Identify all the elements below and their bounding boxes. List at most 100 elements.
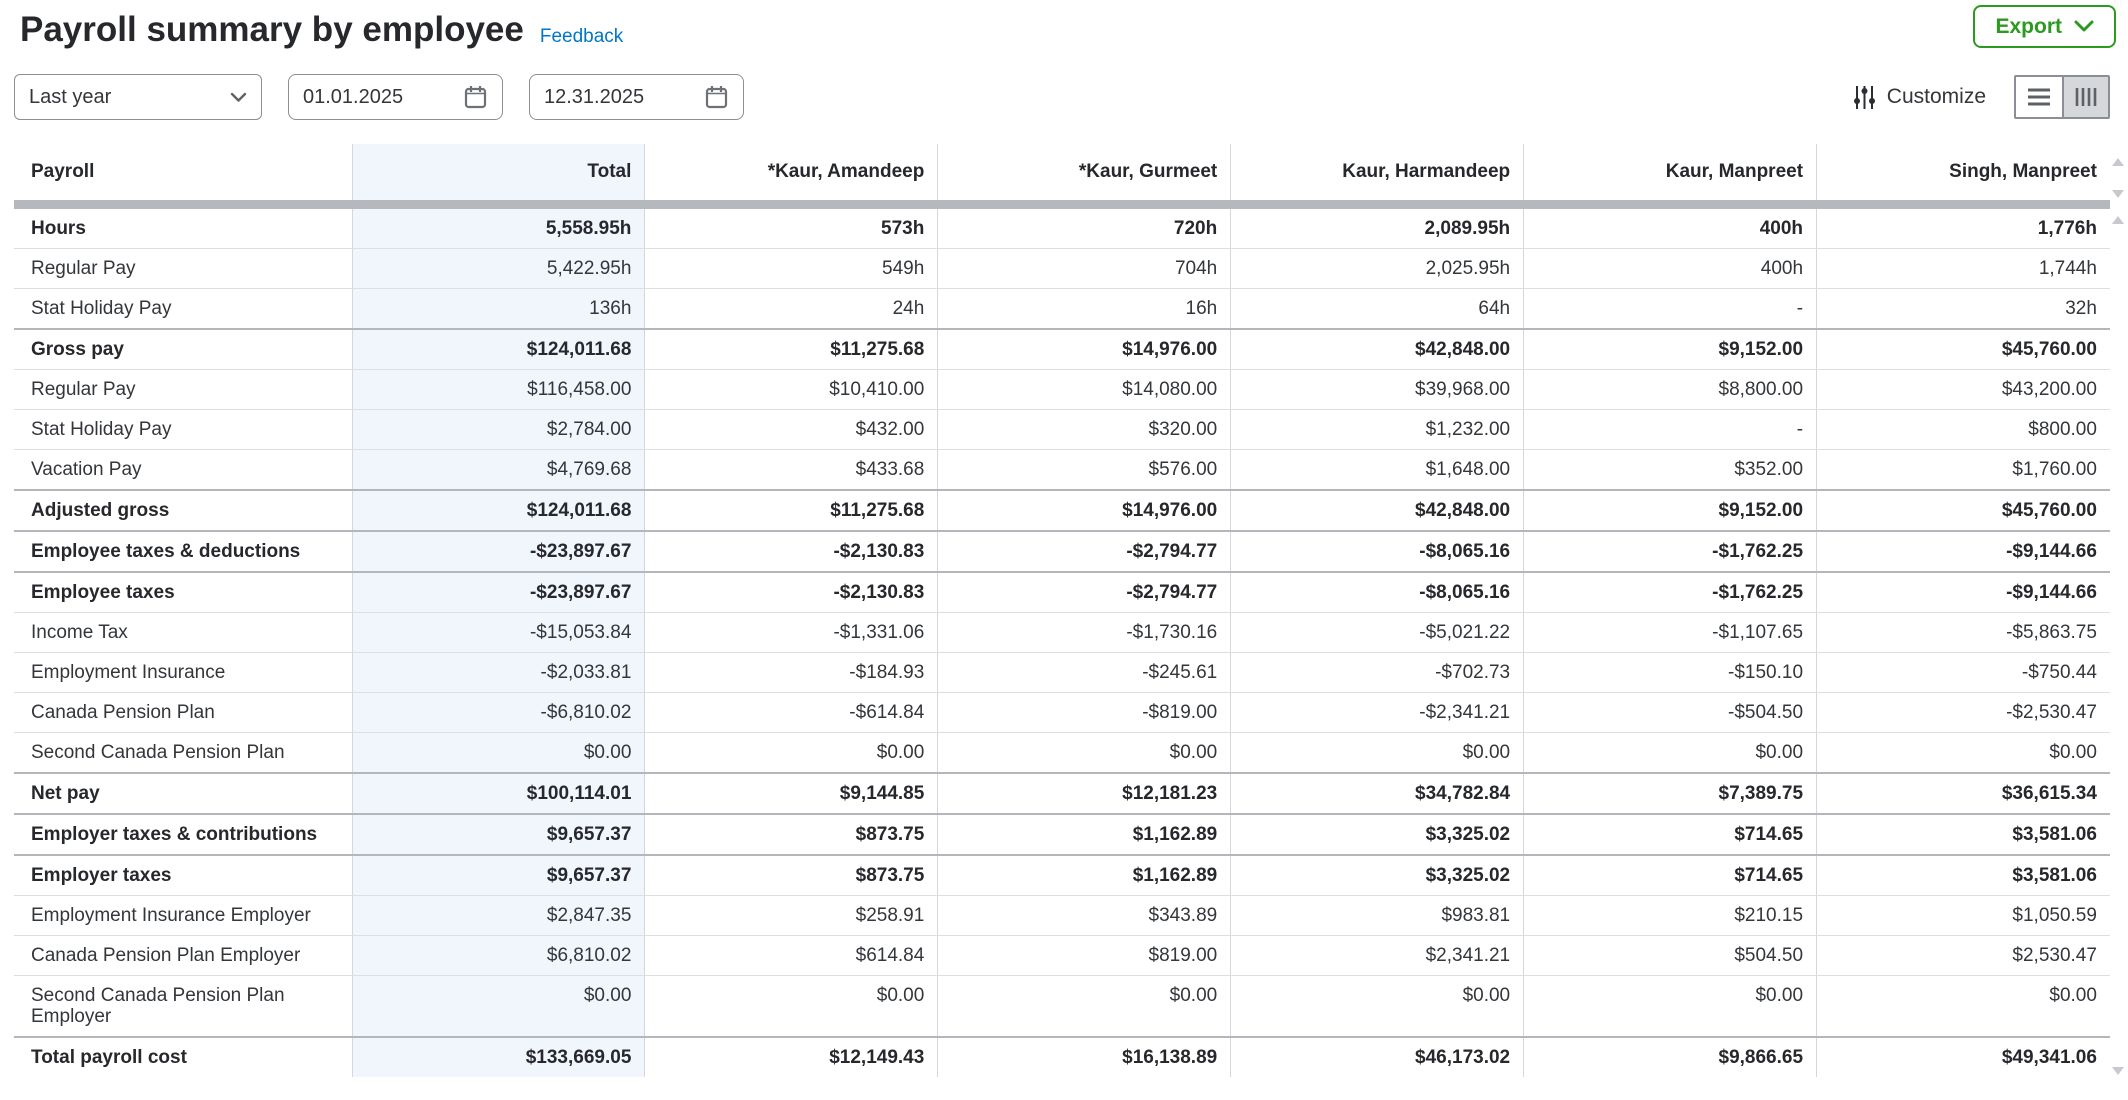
- value-cell: $432.00: [645, 410, 939, 449]
- value-cell: $3,581.06: [2012, 865, 2097, 886]
- value-cell: $2,341.21: [1231, 936, 1525, 975]
- export-button-label: Export: [1995, 14, 2062, 38]
- end-date-input[interactable]: 12.31.2025: [529, 74, 744, 120]
- columns-view-button[interactable]: [2062, 77, 2108, 117]
- row-label: Regular Pay: [14, 249, 353, 288]
- value-cell: -$750.44: [2021, 662, 2097, 683]
- row-label: Employment Insurance Employer: [14, 896, 353, 935]
- date-range-select[interactable]: Last year: [14, 74, 262, 120]
- columns-view-icon: [2072, 85, 2100, 109]
- value-cell: -$8,065.16: [1231, 573, 1525, 612]
- value-cell: $14,976.00: [938, 491, 1232, 530]
- table-row: Second Canada Pension Plan $0.00 $0.00 $0.0…: [14, 732, 2110, 772]
- table-row: Gross pay $124,011.68 $11,275.68 $14,976.00…: [14, 328, 2110, 369]
- sliders-icon: [1853, 84, 1876, 111]
- column-header: Kaur, Manpreet: [1524, 144, 1818, 200]
- total-cell: -$23,897.67: [352, 532, 646, 571]
- value-cell: $43,200.00: [2001, 379, 2097, 400]
- value-cell: $39,968.00: [1231, 370, 1525, 409]
- row-label: Income Tax: [14, 613, 353, 652]
- value-cell: $3,581.06: [2012, 824, 2097, 845]
- value-cell: $576.00: [938, 450, 1232, 489]
- value-cell: $2,530.47: [2012, 945, 2097, 966]
- value-cell: $42,848.00: [1231, 330, 1525, 369]
- row-label: Net pay: [14, 774, 353, 813]
- value-cell: 64h: [1231, 289, 1525, 328]
- horizontal-scrollbar[interactable]: [14, 200, 2110, 209]
- row-label: Employer taxes & contributions: [14, 815, 353, 854]
- total-cell: $124,011.68: [352, 330, 646, 369]
- customize-button[interactable]: Customize: [1853, 84, 1986, 111]
- row-label: Total payroll cost: [14, 1038, 353, 1077]
- row-label: Employer taxes: [14, 856, 353, 895]
- value-cell: $873.75: [645, 856, 939, 895]
- column-header: *Kaur, Amandeep: [645, 144, 939, 200]
- total-cell: $0.00: [352, 733, 646, 772]
- total-cell: $6,810.02: [352, 936, 646, 975]
- calendar-icon: [463, 84, 488, 110]
- total-cell: 5,422.95h: [352, 249, 646, 288]
- value-cell: -$2,341.21: [1231, 693, 1525, 732]
- value-cell: $714.65: [1524, 856, 1818, 895]
- total-cell: $9,657.37: [352, 856, 646, 895]
- table-row: Total payroll cost $133,669.05 $12,149.43 $…: [14, 1036, 2110, 1077]
- scroll-down-icon[interactable]: [2112, 1067, 2124, 1075]
- value-cell: $16,138.89: [938, 1038, 1232, 1077]
- total-cell: -$2,033.81: [352, 653, 646, 692]
- feedback-link[interactable]: Feedback: [539, 26, 624, 47]
- value-cell: $14,080.00: [938, 370, 1232, 409]
- scroll-up-icon[interactable]: [2112, 158, 2124, 166]
- value-cell: -$8,065.16: [1231, 532, 1525, 571]
- value-cell: $1,162.89: [938, 856, 1232, 895]
- column-header: Kaur, Harmandeep: [1231, 144, 1525, 200]
- date-range-value: Last year: [29, 85, 112, 108]
- vertical-scrollbar: [2111, 144, 2124, 1077]
- value-cell: 704h: [938, 249, 1232, 288]
- value-cell: $0.00: [1231, 976, 1525, 1036]
- value-cell: -$2,130.83: [645, 573, 939, 612]
- chevron-down-icon: [230, 92, 247, 103]
- value-cell: -$1,107.65: [1524, 613, 1818, 652]
- table-row: Stat Holiday Pay 136h 24h 16h 64h - 32h: [14, 288, 2110, 328]
- value-cell: 400h: [1524, 209, 1818, 248]
- total-cell: 5,558.95h: [352, 209, 646, 248]
- filter-bar: Last year 01.01.2025 12.31.2025: [0, 62, 2128, 120]
- value-cell: $433.68: [645, 450, 939, 489]
- calendar-icon: [704, 84, 729, 110]
- column-header: Payroll: [14, 144, 353, 200]
- value-cell: $9,152.00: [1524, 330, 1818, 369]
- value-cell: $0.00: [2049, 985, 2097, 1006]
- start-date-input[interactable]: 01.01.2025: [288, 74, 503, 120]
- value-cell: -$5,021.22: [1231, 613, 1525, 652]
- scroll-down-icon[interactable]: [2112, 190, 2124, 198]
- value-cell: $0.00: [938, 976, 1232, 1036]
- column-header: Singh, Manpreet: [1949, 161, 2097, 182]
- value-cell: $12,149.43: [645, 1038, 939, 1077]
- table-row: Employment Insurance -$2,033.81 -$184.93 -$…: [14, 652, 2110, 692]
- table-row: Adjusted gross $124,011.68 $11,275.68 $14,9…: [14, 489, 2110, 530]
- table-row: Employment Insurance Employer $2,847.35 $2…: [14, 895, 2110, 935]
- value-cell: $1,648.00: [1231, 450, 1525, 489]
- value-cell: 24h: [645, 289, 939, 328]
- value-cell: $0.00: [1524, 733, 1818, 772]
- value-cell: $0.00: [1231, 733, 1525, 772]
- scroll-up-icon[interactable]: [2112, 216, 2124, 224]
- value-cell: $9,152.00: [1524, 491, 1818, 530]
- value-cell: $10,410.00: [645, 370, 939, 409]
- value-cell: $36,615.34: [2001, 783, 2097, 804]
- value-cell: -$1,762.25: [1524, 573, 1818, 612]
- total-cell: $116,458.00: [352, 370, 646, 409]
- start-date-value: 01.01.2025: [303, 85, 404, 108]
- rows-view-button[interactable]: [2016, 77, 2062, 117]
- row-label: Employee taxes: [14, 573, 353, 612]
- report-header: Payroll summary by employee Feedback Exp…: [0, 0, 2128, 62]
- rows-view-icon: [2025, 85, 2053, 109]
- value-cell: -: [1524, 289, 1818, 328]
- value-cell: -$184.93: [645, 653, 939, 692]
- export-button[interactable]: Export: [1973, 5, 2116, 48]
- value-cell: $0.00: [2049, 742, 2097, 763]
- total-cell: 136h: [352, 289, 646, 328]
- value-cell: $800.00: [2028, 419, 2097, 440]
- row-label: Employee taxes & deductions: [14, 532, 353, 571]
- total-cell: $2,847.35: [352, 896, 646, 935]
